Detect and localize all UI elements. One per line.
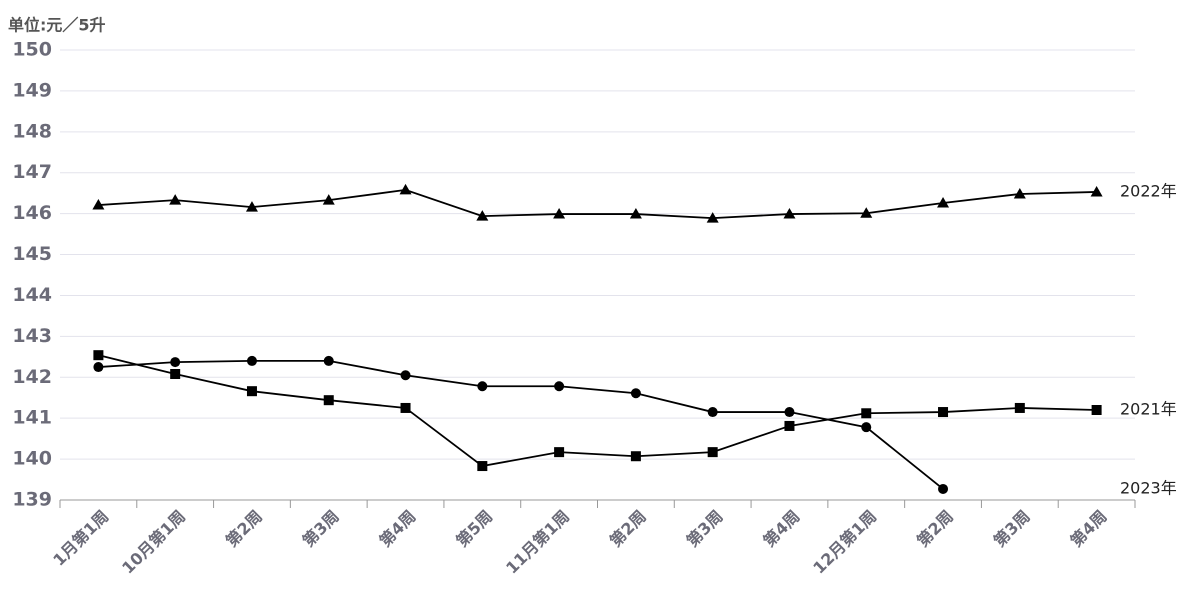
point	[246, 355, 257, 366]
x-tick-label: 第2周	[606, 507, 650, 551]
x-tick-label: 第4周	[376, 507, 420, 551]
point	[553, 208, 566, 219]
point	[938, 483, 949, 494]
point	[246, 386, 257, 397]
point	[169, 194, 182, 205]
point	[476, 210, 489, 221]
series-line	[98, 188, 1097, 220]
point	[630, 388, 641, 399]
point	[92, 199, 105, 210]
x-tick-label: 第4周	[1067, 507, 1111, 551]
y-tick-label: 150	[12, 39, 52, 61]
x-tick-label: 11月第1周	[502, 507, 573, 578]
point	[93, 362, 104, 373]
y-tick-label: 146	[12, 202, 52, 224]
point	[399, 183, 412, 195]
x-tick-label: 第5周	[452, 507, 496, 551]
series-label: 2022年	[1120, 181, 1177, 200]
point	[861, 422, 872, 433]
x-tick-label: 第3周	[299, 507, 343, 551]
point	[1090, 185, 1103, 197]
point	[170, 357, 181, 368]
point	[322, 194, 335, 205]
point	[938, 407, 949, 418]
y-tick-label: 139	[12, 489, 52, 511]
point	[170, 369, 181, 379]
y-tick-label: 140	[12, 448, 52, 470]
point	[323, 395, 334, 406]
point	[1014, 402, 1025, 413]
x-tick-label: 10月第1周	[118, 507, 189, 578]
y-tick-label: 142	[12, 366, 52, 388]
series-label: 2021年	[1120, 400, 1177, 419]
point	[629, 208, 642, 219]
point	[400, 370, 411, 381]
point	[706, 212, 719, 223]
y-tick-label: 149	[12, 79, 52, 101]
point	[323, 355, 334, 366]
point	[707, 407, 718, 418]
y-tick-label: 141	[12, 407, 52, 429]
x-tick-label: 1月第1周	[49, 507, 112, 570]
y-tick-label: 147	[12, 161, 52, 183]
point	[554, 447, 565, 458]
point	[630, 451, 641, 462]
point	[784, 420, 795, 431]
x-tick-label: 第2周	[222, 507, 266, 551]
series-line	[98, 354, 1097, 468]
point	[1013, 188, 1026, 199]
x-tick-label: 第4周	[760, 507, 804, 551]
point	[93, 350, 104, 361]
point	[554, 381, 565, 392]
point	[477, 381, 488, 392]
x-tick-label: 第3周	[990, 507, 1034, 551]
point	[861, 408, 872, 419]
point	[937, 197, 950, 208]
x-tick-label: 12月第1周	[809, 507, 880, 578]
x-tick-label: 第2周	[913, 507, 957, 551]
y-tick-label: 148	[12, 120, 52, 142]
point	[245, 201, 258, 212]
point	[860, 207, 873, 218]
series-label: 2023年	[1120, 478, 1177, 497]
y-tick-label: 145	[12, 243, 52, 265]
series-line	[98, 360, 944, 490]
x-tick-label: 第3周	[683, 507, 727, 551]
point	[783, 208, 796, 219]
point	[477, 461, 488, 472]
unit-label: 单位:元／5升	[8, 16, 106, 35]
point	[1091, 405, 1102, 415]
y-tick-label: 144	[12, 284, 52, 306]
point	[784, 407, 795, 418]
y-tick-label: 143	[12, 325, 52, 347]
point	[707, 447, 718, 458]
point	[400, 402, 411, 413]
